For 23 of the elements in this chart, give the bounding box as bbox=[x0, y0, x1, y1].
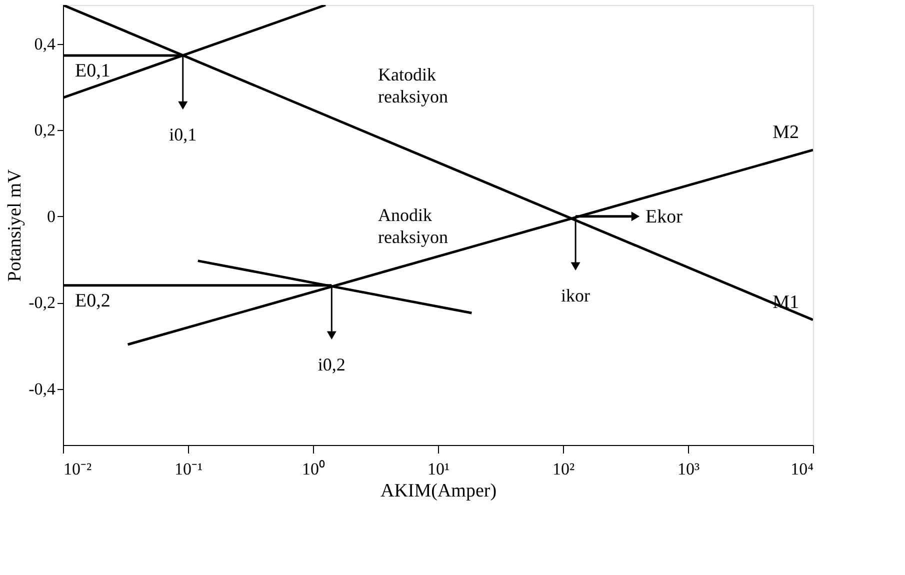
x-axis-title: AKIM(Amper) bbox=[380, 480, 497, 502]
x-tick-label: 10⁰ bbox=[302, 460, 325, 478]
annotation: ikor bbox=[561, 285, 590, 306]
y-tick-label: -0,2 bbox=[28, 293, 56, 312]
x-tick-label: 10² bbox=[552, 460, 575, 478]
annotation: i0,2 bbox=[318, 354, 346, 374]
x-tick-label: 10⁻² bbox=[64, 460, 92, 478]
x-tick-label: 10⁴ bbox=[790, 460, 814, 478]
y-tick-label: -0,4 bbox=[28, 379, 56, 398]
x-tick-label: 10³ bbox=[677, 460, 700, 478]
y-tick-label: 0,4 bbox=[34, 34, 56, 54]
annotation: i0,1 bbox=[169, 124, 197, 144]
annotation: Anodik reaksiyon bbox=[378, 205, 448, 248]
x-tick-label: 10⁻¹ bbox=[174, 460, 203, 478]
series-label: M2 bbox=[772, 122, 799, 143]
y-axis-title: Potansiyel mV bbox=[4, 169, 26, 282]
annotation: Katodik reaksiyon bbox=[378, 64, 448, 106]
series-label: Ekor bbox=[645, 206, 684, 228]
legend-label: E0,2 bbox=[75, 290, 110, 312]
y-tick-label: 0 bbox=[47, 206, 56, 226]
series-label: E0,1 bbox=[75, 60, 110, 82]
y-tick-label: 0,2 bbox=[34, 120, 56, 140]
x-tick-label: 10¹ bbox=[427, 460, 450, 478]
